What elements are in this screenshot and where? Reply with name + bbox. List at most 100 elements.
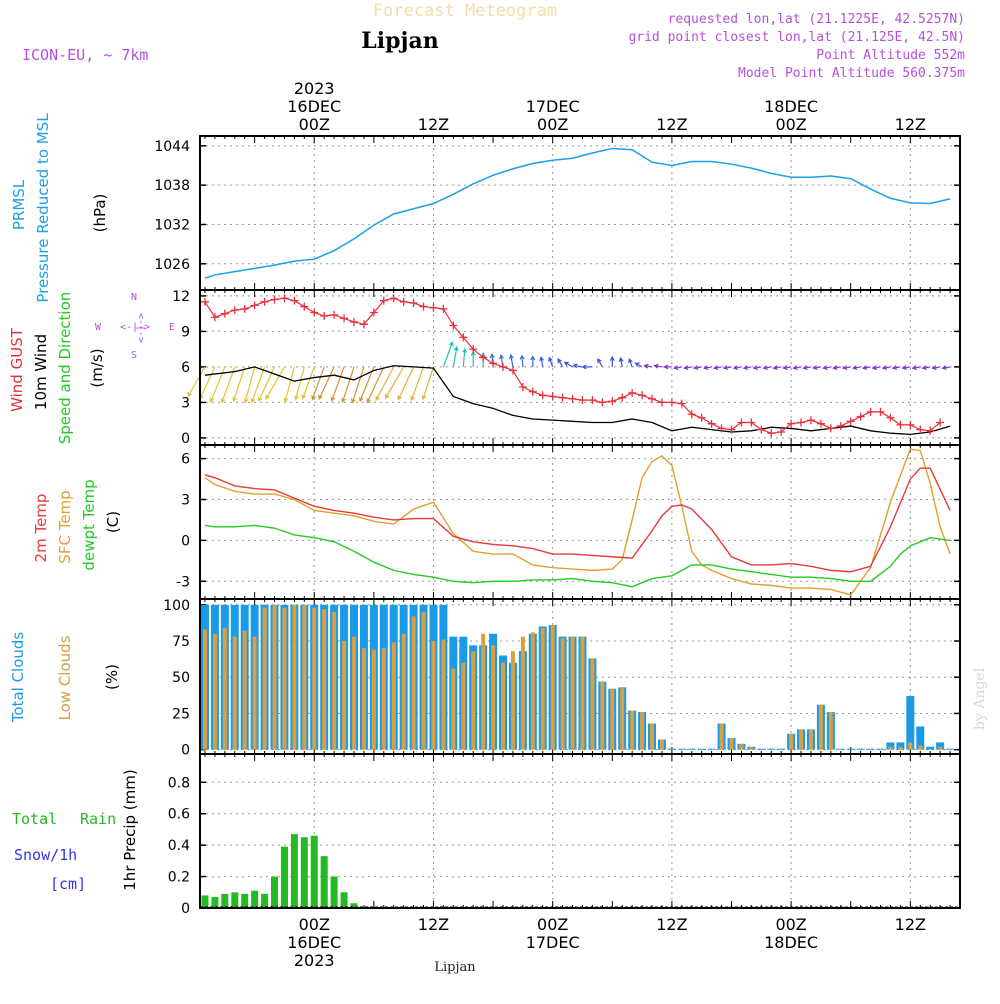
y-tick-label: 100 [163, 598, 190, 614]
low-cloud-bar [828, 711, 833, 750]
wind-arrow-head [397, 395, 402, 401]
low-cloud-bar [421, 612, 426, 750]
wind-arrow [628, 358, 633, 368]
label-precip-mm: 1hr Precip (mm) [121, 769, 139, 890]
low-cloud-bar [262, 607, 267, 750]
wind-arrow [573, 364, 583, 368]
compass-ns-arrow: <-|-> [135, 313, 146, 343]
model-name: ICON-EU, ~ 7km [22, 46, 148, 64]
gust-marker [697, 413, 706, 422]
wind-arrow-head [832, 365, 838, 371]
y-tick-label: 0 [181, 431, 190, 447]
gust-marker [528, 387, 537, 396]
y-tick-label: 1026 [154, 257, 190, 273]
low-cloud-bar [520, 636, 525, 750]
wind-arrow-head [519, 354, 525, 360]
low-cloud-bar [232, 636, 237, 750]
total-cloud-bar [667, 748, 676, 750]
gust-marker [479, 353, 488, 362]
wind-arrow-head [341, 397, 346, 404]
wind-arrow [244, 366, 256, 403]
low-cloud-bar [361, 648, 366, 750]
label-prmsl: PRMSL [10, 179, 28, 230]
wind-arrow-head [802, 365, 808, 371]
rain-bar [251, 890, 259, 908]
wind-arrow-head [489, 352, 495, 359]
gust-marker [826, 424, 835, 433]
wind-arrow [318, 366, 335, 400]
gust-marker [280, 294, 289, 303]
wind-arrow-head [782, 365, 788, 371]
gust-marker [578, 396, 587, 405]
low-cloud-bar [411, 616, 416, 750]
gust-marker [717, 424, 726, 433]
low-cloud-bar [222, 627, 227, 750]
total-cloud-bar [697, 748, 706, 750]
total-cloud-bar [836, 748, 845, 750]
wind-arrow-head [462, 347, 467, 353]
wind-arrow [410, 366, 425, 401]
wind-arrow-head [294, 395, 299, 401]
wind-arrow-head [653, 363, 659, 369]
wind-arrow [422, 366, 435, 400]
gust-marker [568, 394, 577, 403]
y-tick-label: 3 [181, 395, 190, 411]
gust-marker [240, 304, 249, 313]
rain-bar [241, 893, 249, 908]
wind-arrow-head [772, 365, 778, 371]
label-celsius: (C) [104, 511, 122, 533]
gust-marker [936, 418, 945, 427]
top-time-label: 00Z [537, 115, 568, 134]
low-cloud-bar [630, 710, 635, 750]
low-cloud-bar [729, 738, 734, 750]
wind-arrow [462, 348, 466, 367]
panel-frame [199, 753, 961, 909]
wind-arrow-head [822, 365, 828, 371]
label-dewpt-temp: dewpt Temp [80, 479, 98, 570]
gust-marker [508, 366, 517, 375]
gust-marker [876, 407, 885, 416]
wind-arrow-head [530, 355, 536, 361]
bottom-time-label: 00Z [775, 915, 806, 934]
top-time-label: 18DEC [764, 97, 818, 116]
low-cloud-bar [610, 688, 615, 750]
y-tick-label: 50 [172, 670, 190, 686]
wind-arrow [251, 366, 266, 403]
gust-marker [300, 302, 309, 311]
total-cloud-bar [707, 748, 716, 750]
y-tick-label: 0 [181, 901, 190, 917]
label-snow-cm: [cm] [50, 875, 86, 893]
y-tick-label: 1044 [154, 139, 190, 155]
wind-arrow-head [861, 365, 868, 371]
label-ms: (m/s) [88, 348, 106, 387]
bottom-time-label: 16DEC [287, 933, 341, 952]
gust-marker [330, 310, 339, 319]
wind-arrow-head [250, 398, 256, 404]
y-tick-label: 0.8 [168, 775, 190, 791]
low-cloud-bar [471, 651, 476, 750]
pressure-line [204, 147, 951, 279]
low-cloud-bar [431, 641, 436, 750]
top-time-label: 17DEC [526, 97, 580, 116]
wind-arrow-head [410, 395, 415, 402]
gust-marker [628, 388, 637, 397]
gust-marker [459, 333, 468, 342]
plot-area: 1026 1032 1038 1044 0 3 6 9 12 -3 0 3 6 0 25 50 75 100 0 0.… [154, 79, 961, 970]
wind-arrow [540, 357, 544, 368]
wind-arrow-head [499, 353, 504, 360]
wind-arrow [521, 355, 524, 367]
bottom-time-label: 00Z [299, 915, 330, 934]
point-altitude: Point Altitude 552m [816, 48, 965, 63]
wind-gust-line [204, 297, 941, 434]
total-cloud-bar [777, 748, 786, 750]
wind-arrow [564, 361, 573, 368]
total-cloud-bar [687, 748, 696, 750]
low-cloud-bar [441, 639, 446, 750]
gust-marker [598, 398, 607, 407]
low-cloud-bar [550, 625, 555, 750]
rain-bar [280, 846, 288, 908]
total-cloud-bar [677, 748, 686, 750]
wind-arrow [397, 366, 415, 400]
total-cloud-bar [926, 746, 935, 750]
low-cloud-bar [332, 612, 337, 750]
